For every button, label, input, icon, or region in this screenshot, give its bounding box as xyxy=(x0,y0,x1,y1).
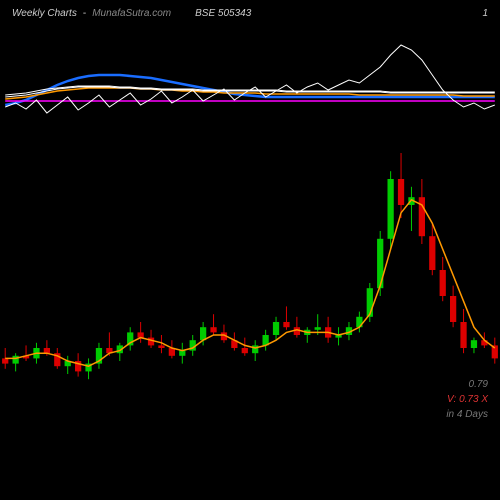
separator: - xyxy=(83,8,86,19)
chart-source: MunafaSutra.com xyxy=(92,8,171,19)
price-chart xyxy=(0,30,500,400)
info-value-3: in 4 Days xyxy=(446,407,488,422)
info-value-2: V: 0.73 X xyxy=(446,392,488,407)
info-box: 0.79 V: 0.73 X in 4 Days xyxy=(446,377,488,422)
top-right-indicator: 1 xyxy=(482,8,488,19)
info-value-1: 0.79 xyxy=(446,377,488,392)
chart-header: Weekly Charts - MunafaSutra.com BSE 5053… xyxy=(0,8,500,19)
chart-area xyxy=(0,30,500,400)
chart-symbol: BSE 505343 xyxy=(195,8,251,19)
chart-title: Weekly Charts xyxy=(12,8,77,19)
